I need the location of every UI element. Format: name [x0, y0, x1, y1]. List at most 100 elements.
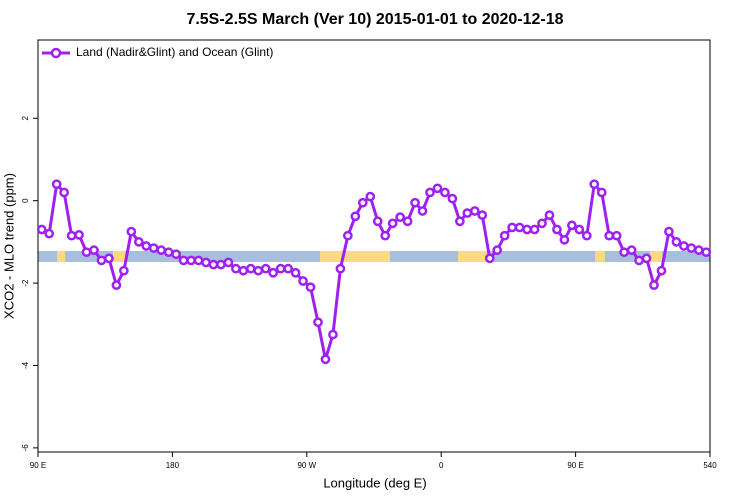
data-point	[290, 267, 301, 278]
data-point	[216, 259, 226, 270]
data-point	[260, 263, 271, 274]
data-point	[499, 230, 510, 241]
data-point	[201, 257, 211, 268]
x-axis-label: Longitude (deg E)	[323, 475, 426, 490]
data-point	[81, 247, 92, 258]
data-point	[365, 191, 376, 202]
data-point	[455, 216, 465, 227]
data-point	[634, 255, 644, 266]
data-point	[522, 224, 532, 235]
x-tick-label: 90 E	[567, 461, 583, 470]
data-point	[477, 210, 488, 220]
data-point	[552, 224, 562, 235]
data-point	[223, 257, 234, 268]
data-point	[148, 243, 159, 253]
data-point	[59, 187, 69, 198]
data-point	[432, 183, 443, 194]
data-point	[664, 226, 674, 237]
y-tick-label: 0	[21, 198, 30, 203]
data-point	[283, 263, 293, 274]
data-point	[679, 241, 689, 251]
data-point	[686, 243, 697, 253]
legend-label: Land (Nadir&Glint) and Ocean (Glint)	[76, 45, 273, 59]
data-point	[387, 218, 398, 229]
data-point	[440, 187, 450, 198]
data-point	[193, 255, 204, 266]
data-point	[693, 245, 704, 255]
legend-marker	[50, 47, 62, 59]
data-point	[231, 263, 241, 274]
data-point	[484, 253, 495, 264]
data-point	[245, 263, 256, 274]
data-point	[51, 179, 62, 190]
data-point	[581, 230, 592, 241]
data-point	[656, 265, 667, 276]
data-point	[163, 247, 174, 258]
data-point	[589, 179, 600, 190]
data-point	[96, 255, 107, 266]
plot-frame	[37, 39, 711, 453]
land-strip	[595, 251, 605, 262]
x-tick-label: 90 W	[297, 461, 316, 470]
data-point	[462, 208, 473, 218]
data-point	[596, 187, 607, 198]
data-point	[343, 230, 353, 241]
y-tick-label: -2	[21, 279, 30, 287]
data-point	[208, 259, 219, 270]
data-point	[156, 245, 167, 255]
x-tick-label: 180	[166, 461, 180, 470]
x-tick-label: 0	[439, 461, 444, 470]
data-point	[141, 241, 152, 251]
data-point	[350, 211, 361, 222]
data-point	[544, 210, 555, 220]
data-point	[44, 228, 55, 239]
x-tick-label: 540	[703, 461, 717, 470]
data-point	[357, 197, 368, 208]
data-point	[701, 247, 712, 258]
land-strip	[458, 251, 490, 262]
data-point	[514, 222, 525, 233]
data-point	[178, 255, 189, 266]
land-strip	[113, 251, 125, 262]
land-strip	[57, 251, 65, 262]
land-strip	[320, 251, 390, 262]
data-point	[567, 220, 577, 231]
data-point	[402, 216, 413, 227]
data-point	[186, 255, 196, 266]
data-point	[626, 245, 637, 255]
data-point	[559, 234, 570, 245]
data-point	[574, 224, 585, 235]
data-point	[649, 280, 659, 290]
data-point	[537, 218, 547, 229]
data-point	[447, 193, 458, 204]
data-point	[604, 230, 615, 241]
y-tick-label: -6	[21, 444, 30, 452]
data-point	[298, 276, 308, 286]
data-point	[253, 265, 264, 276]
data-point	[133, 237, 144, 247]
data-point	[126, 226, 137, 237]
data-point	[507, 222, 517, 233]
data-point	[74, 230, 84, 240]
data-point	[238, 265, 249, 276]
y-axis-label: XCO2 - MLO trend (ppm)	[1, 173, 16, 319]
y-tick-label: 2	[21, 116, 30, 121]
data-point	[425, 187, 435, 198]
data-point	[611, 230, 622, 241]
data-point	[119, 265, 129, 276]
data-point	[410, 197, 420, 208]
data-point	[619, 247, 629, 258]
data-point	[313, 317, 323, 328]
data-point	[335, 263, 346, 274]
data-point	[305, 282, 316, 293]
data-point	[275, 263, 286, 274]
data-point	[469, 206, 480, 216]
data-point	[372, 216, 383, 227]
data-point	[328, 329, 338, 340]
land-strip	[650, 251, 662, 262]
data-point	[268, 267, 279, 278]
data-point	[36, 224, 47, 235]
data-point	[171, 249, 181, 260]
data-point	[89, 245, 99, 255]
